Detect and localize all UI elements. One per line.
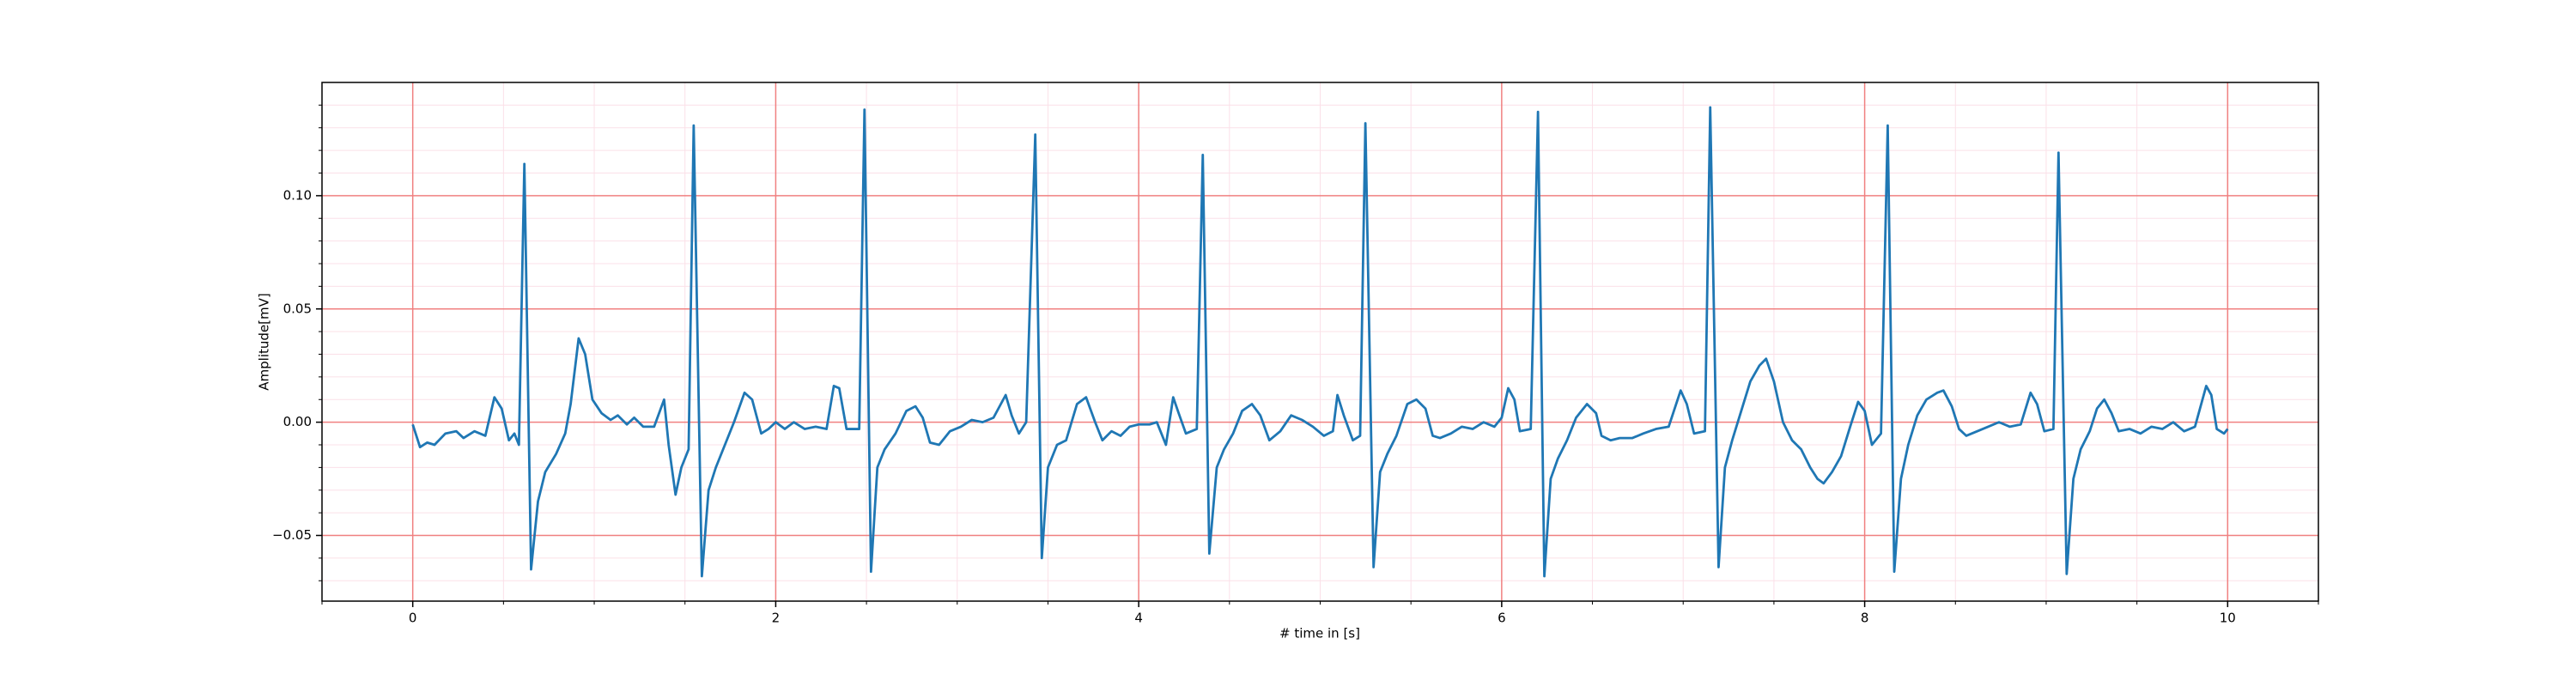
ecg-line <box>411 106 2229 578</box>
y-axis-label: Amplitude[mV] <box>257 293 272 390</box>
y-tick-label: 0.05 <box>283 301 312 316</box>
x-tick-label: 10 <box>2220 611 2236 626</box>
x-tick-label: 2 <box>772 611 781 626</box>
y-tick-label: 0.00 <box>283 414 312 429</box>
x-axis-label: # time in [s] <box>1279 626 1360 641</box>
x-tick-label: 0 <box>409 611 417 626</box>
y-tick-label: 0.10 <box>283 187 312 203</box>
x-tick-label: 8 <box>1861 611 1869 626</box>
x-tick-label: 6 <box>1498 611 1506 626</box>
plot-frame <box>321 82 2319 602</box>
x-tick-label: 4 <box>1134 611 1143 626</box>
y-tick-label: −0.05 <box>272 527 312 543</box>
